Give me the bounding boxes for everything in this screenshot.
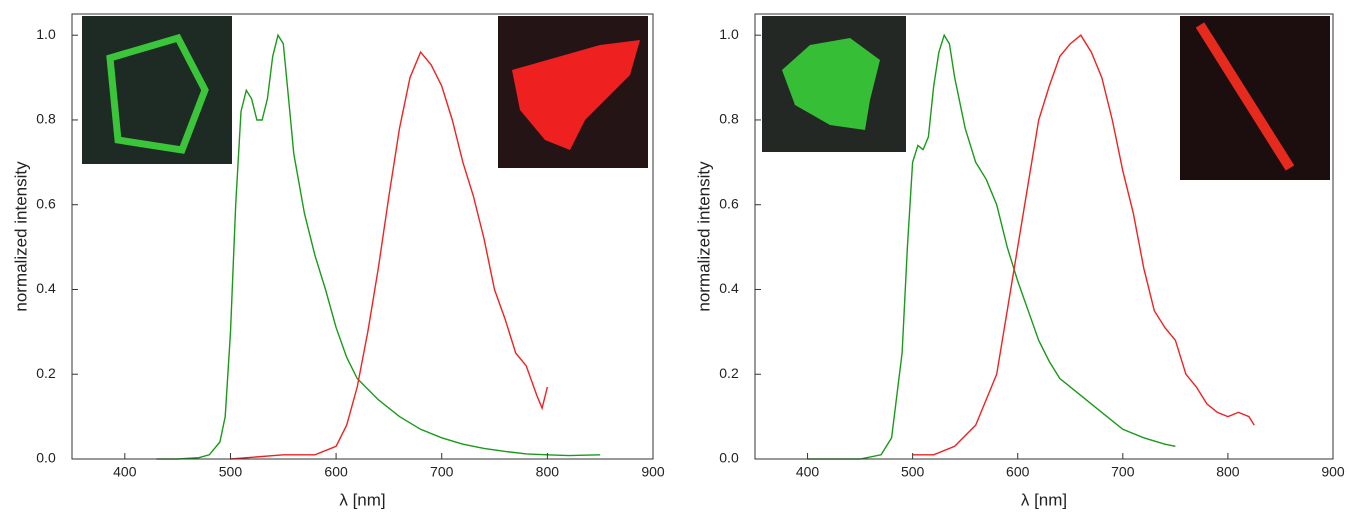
y-axis-label: normalized intensity bbox=[694, 161, 713, 312]
inset-crystal bbox=[106, 33, 209, 154]
inset-crystal bbox=[1195, 22, 1295, 171]
y-tick-label: 0.4 bbox=[36, 280, 56, 296]
line-series bbox=[156, 33, 601, 460]
x-tick-label: 600 bbox=[1006, 464, 1030, 480]
x-tick-label: 700 bbox=[1111, 464, 1135, 480]
y-tick-label: 0.0 bbox=[36, 450, 56, 466]
y-tick-label: 0.0 bbox=[719, 450, 739, 466]
line-series bbox=[912, 34, 1255, 456]
inset-crystal bbox=[512, 40, 640, 150]
y-tick-label: 0.6 bbox=[36, 195, 56, 211]
y-tick-label: 0.8 bbox=[719, 111, 739, 127]
y-axis-label: normalized intensity bbox=[11, 161, 30, 312]
x-tick-label: 500 bbox=[219, 464, 243, 480]
x-tick-label: 900 bbox=[1321, 464, 1345, 480]
x-axis-label: λ [nm] bbox=[339, 490, 385, 509]
y-tick-label: 0.8 bbox=[36, 111, 56, 127]
y-tick-label: 0.2 bbox=[719, 365, 739, 381]
y-tick-label: 1.0 bbox=[36, 26, 56, 42]
x-tick-label: 800 bbox=[1216, 464, 1240, 480]
line-series bbox=[807, 33, 1176, 460]
plot-frame bbox=[71, 13, 654, 460]
x-tick-label: 600 bbox=[324, 464, 348, 480]
x-tick-label: 800 bbox=[536, 464, 560, 480]
y-tick-label: 1.0 bbox=[719, 26, 739, 42]
x-axis-label: λ [nm] bbox=[1021, 490, 1067, 509]
x-tick-label: 400 bbox=[113, 464, 137, 480]
x-tick-label: 700 bbox=[430, 464, 454, 480]
x-tick-label: 500 bbox=[901, 464, 925, 480]
y-tick-label: 0.2 bbox=[36, 365, 56, 381]
plot-frame bbox=[754, 13, 1334, 460]
inset-photo bbox=[82, 16, 232, 164]
inset-photo bbox=[1180, 16, 1330, 180]
inset-photos bbox=[82, 16, 1330, 180]
y-tick-label: 0.4 bbox=[719, 280, 739, 296]
y-tick-label: 0.6 bbox=[719, 195, 739, 211]
x-tick-label: 900 bbox=[641, 464, 665, 480]
line-series bbox=[230, 50, 549, 460]
x-tick-label: 400 bbox=[796, 464, 820, 480]
inset-crystal bbox=[782, 38, 880, 130]
